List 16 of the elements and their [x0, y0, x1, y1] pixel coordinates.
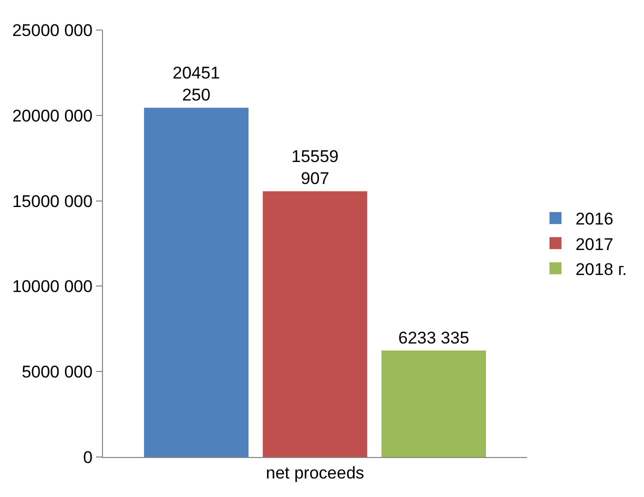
legend-label: 2017 — [575, 234, 614, 254]
y-tick-label: 20000 000 — [12, 106, 93, 126]
y-tick-label: 25000 000 — [12, 20, 93, 40]
bar — [144, 108, 249, 457]
bar — [381, 350, 486, 457]
legend-label: 2018 г. — [575, 260, 627, 279]
bar — [262, 191, 368, 457]
data-label: 15559 907 — [291, 147, 339, 188]
x-tick-label: net proceeds — [266, 463, 364, 482]
y-tick-label: 15000 000 — [12, 192, 93, 211]
data-label: 20451 250 — [172, 64, 220, 105]
y-tick-label: 0 — [83, 448, 93, 467]
data-label: 6233 335 — [398, 328, 470, 348]
y-tick-label: 10000 000 — [12, 277, 93, 296]
y-tick-label: 5000 000 — [22, 362, 93, 382]
legend-label: 2016 — [575, 210, 614, 229]
